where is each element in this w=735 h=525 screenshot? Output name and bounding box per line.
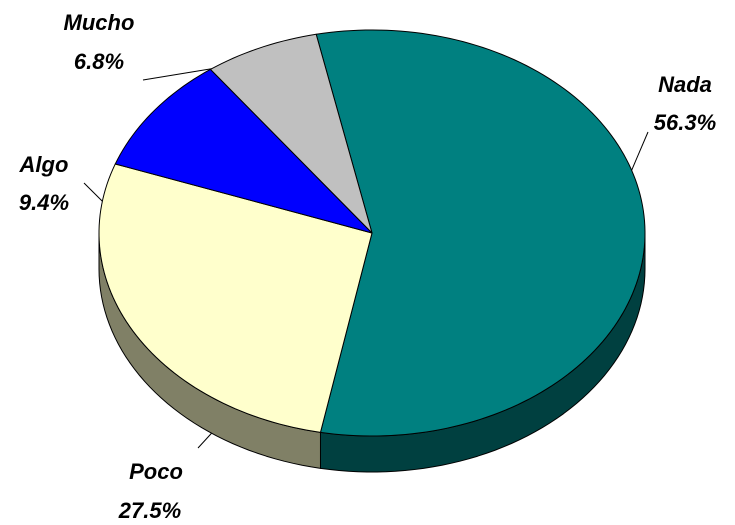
- slice-labels: Nada 56.3% Poco 27.5% Algo 9.4% Mucho 6.…: [19, 10, 717, 523]
- slice-algo: [114, 68, 373, 234]
- label-name-poco: Poco: [129, 459, 183, 484]
- pie-top-faces: [98, 29, 646, 437]
- label-percent-nada: 56.3%: [654, 110, 716, 135]
- label-percent-poco: 27.5%: [118, 498, 181, 523]
- label-name-mucho: Mucho: [64, 10, 135, 35]
- leader-line-algo: [83, 182, 103, 202]
- slice-mucho: [209, 33, 373, 234]
- label-leader-lines: [83, 68, 649, 449]
- leader-line-nada: [631, 131, 649, 171]
- leader-line-poco: [197, 432, 212, 449]
- leader-line-mucho: [142, 68, 212, 81]
- label-percent-mucho: 6.8%: [74, 49, 124, 74]
- slice-nada: [315, 29, 646, 437]
- label-percent-algo: 9.4%: [19, 190, 69, 215]
- label-name-nada: Nada: [658, 72, 712, 97]
- slice-poco: [98, 163, 373, 433]
- label-name-algo: Algo: [19, 152, 69, 177]
